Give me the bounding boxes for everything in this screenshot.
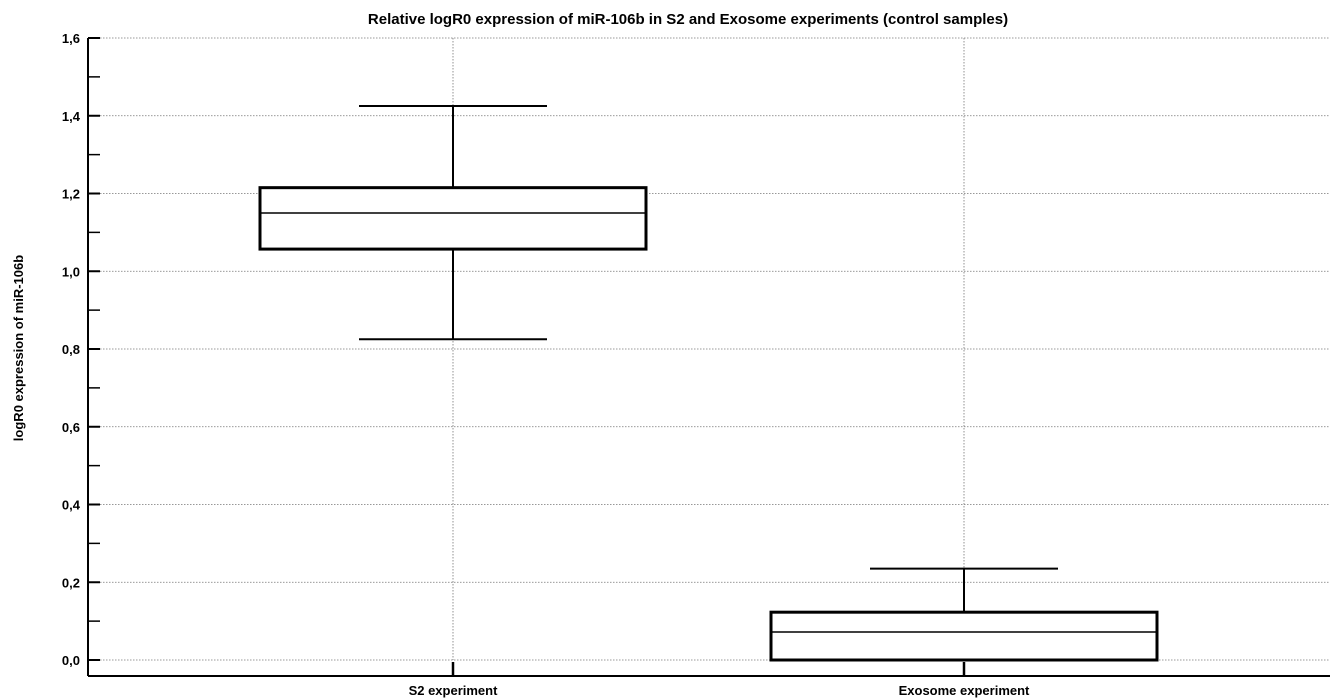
iqr-box: [769, 610, 1159, 662]
y-tick-label: 1,0: [62, 264, 80, 279]
boxes: [258, 105, 1159, 662]
x-category-label: Exosome experiment: [899, 683, 1030, 698]
y-tick-label: 1,6: [62, 31, 80, 46]
gridlines: [88, 37, 1330, 661]
chart-title: Relative logR0 expression of miR-106b in…: [368, 11, 1008, 28]
y-tick-label: 0,2: [62, 575, 80, 590]
y-tick-label: 0,4: [62, 498, 81, 513]
axes: 0,0 0,2 0,4 0,6 0,8 1,0 1,2 1,4 1,6 S2 experiment…: [62, 31, 1330, 698]
box-exosome: [769, 567, 1159, 662]
iqr-box: [258, 186, 648, 251]
y-tick-label: 1,2: [62, 187, 80, 202]
y-tick-label: 0,6: [62, 420, 80, 435]
y-tick-label: 0,8: [62, 342, 80, 357]
x-category-label: S2 experiment: [409, 683, 499, 698]
y-tick-label: 1,4: [62, 109, 81, 124]
y-axis-label: logR0 expression of miR-106b: [11, 255, 26, 441]
y-tick-label: 0,0: [62, 653, 80, 668]
box-s2: [258, 105, 648, 341]
